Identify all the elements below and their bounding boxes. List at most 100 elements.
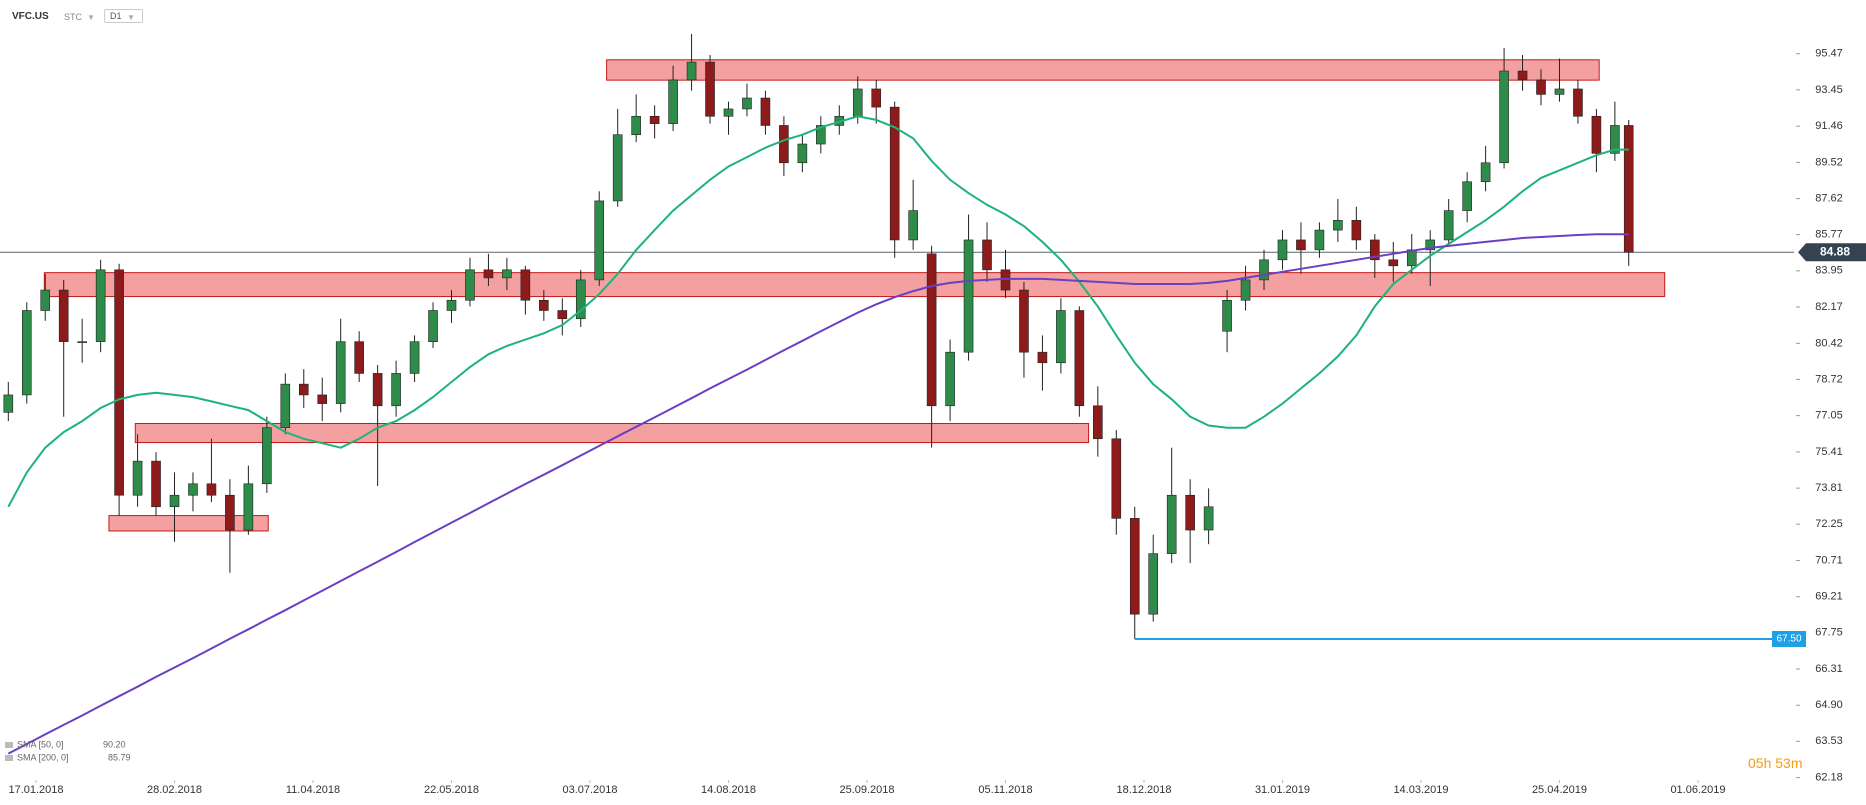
x-tick-label: 14.08.2018 [701, 784, 756, 796]
y-tick-label: 72.25 [1815, 518, 1843, 530]
candle-body [1388, 259, 1399, 267]
legend-name: SMA [200, 0] [17, 752, 69, 762]
candle-body [280, 383, 291, 429]
candle-timer: 05h 53m [1748, 755, 1803, 771]
y-tick-label: 64.90 [1815, 699, 1843, 711]
candle-body [686, 61, 697, 81]
y-tick-label: 85.77 [1815, 229, 1843, 241]
y-tick-label: 63.53 [1815, 735, 1843, 747]
x-tick-label: 11.04.2018 [286, 784, 340, 796]
candle-body [58, 289, 69, 342]
legend-name: SMA [50, 0] [17, 739, 64, 749]
candle-body [982, 239, 992, 271]
candle-body [852, 88, 863, 117]
candle-body [816, 125, 826, 145]
candle-body [502, 269, 512, 279]
candle-body [1074, 310, 1085, 407]
candle-body [871, 88, 882, 108]
candle-body [335, 341, 346, 404]
candle-body [1148, 553, 1159, 615]
candle-body [446, 299, 457, 311]
candle-body [1443, 210, 1454, 241]
candle-body [21, 310, 32, 396]
sma-line [7, 233, 1629, 755]
y-tick-label: 89.52 [1815, 156, 1843, 168]
level-label-box [1772, 630, 1806, 647]
candle-body [1111, 438, 1122, 519]
candle-body [1129, 518, 1140, 615]
candle-body [354, 341, 364, 374]
candle-body [1517, 70, 1528, 81]
candle-body [317, 394, 328, 404]
candle-body [594, 200, 605, 281]
candle-body [797, 143, 808, 164]
x-tick-label: 05.11.2018 [978, 784, 1032, 796]
legend-value: 90.20 [103, 739, 126, 749]
x-tick-label: 17.01.2018 [8, 784, 63, 796]
candle-body [1333, 220, 1343, 231]
candle-body [1296, 239, 1306, 251]
candle-body [1425, 239, 1436, 251]
candle-body [1185, 494, 1195, 531]
candle-body [1536, 79, 1546, 95]
candle-body [1623, 125, 1634, 253]
mode-select[interactable]: STC [64, 12, 82, 22]
candle-body [206, 483, 217, 496]
candle-body [1259, 259, 1269, 281]
candle-body [1480, 162, 1491, 183]
candle-body [612, 134, 623, 202]
candle-body [1277, 239, 1288, 261]
candle-body [465, 269, 475, 301]
dropdown-caret[interactable]: ▼ [87, 13, 95, 22]
dropdown-caret[interactable]: ▼ [127, 13, 135, 22]
candle-body [40, 289, 51, 311]
y-tick-label: 78.72 [1815, 373, 1843, 385]
legend-icon [5, 755, 13, 761]
candle-body [77, 341, 87, 343]
candle-body [483, 269, 494, 279]
y-tick-label: 66.31 [1815, 663, 1843, 675]
y-tick-label: 95.47 [1815, 48, 1843, 60]
zone [43, 272, 1666, 298]
candle-body [668, 79, 678, 124]
x-tick-label: 25.04.2019 [1532, 784, 1587, 796]
candle-body [1499, 70, 1509, 164]
candle-body [779, 125, 789, 164]
candle-body [3, 394, 14, 413]
x-tick-label: 18.12.2018 [1116, 784, 1171, 796]
x-tick-label: 14.03.2019 [1393, 784, 1448, 796]
candle-body [557, 310, 568, 320]
candle-body [372, 373, 383, 407]
candle-body [539, 299, 549, 311]
candle-body [114, 269, 124, 496]
candle-body [1314, 229, 1325, 251]
candle-body [225, 494, 235, 531]
candle-body [723, 108, 734, 117]
candle-body [1222, 299, 1232, 332]
candle-body [1591, 115, 1602, 154]
candle-body [409, 341, 420, 374]
candle-body [1351, 220, 1362, 241]
level-label: 67.50 [1776, 634, 1801, 645]
symbol[interactable]: VFC.US [12, 11, 49, 22]
candle-body [945, 351, 955, 407]
candle-body [1037, 351, 1048, 364]
zone [134, 423, 1090, 444]
candle-body [908, 210, 918, 241]
y-tick-label: 75.41 [1815, 446, 1843, 458]
y-tick-label: 91.46 [1815, 120, 1843, 132]
timeframe-select[interactable]: D1 [104, 9, 143, 23]
candle-body [575, 279, 586, 320]
candle-body [649, 115, 660, 124]
price-label: 84.88 [1820, 244, 1850, 258]
x-tick-label: 01.06.2019 [1670, 784, 1725, 796]
candle-body [169, 494, 180, 508]
candle-body [1056, 310, 1066, 364]
candle-body [298, 383, 309, 396]
y-tick-label: 87.62 [1815, 193, 1843, 205]
y-tick-label: 62.18 [1815, 771, 1843, 783]
candle-body [520, 269, 531, 301]
candle-body [151, 460, 161, 508]
